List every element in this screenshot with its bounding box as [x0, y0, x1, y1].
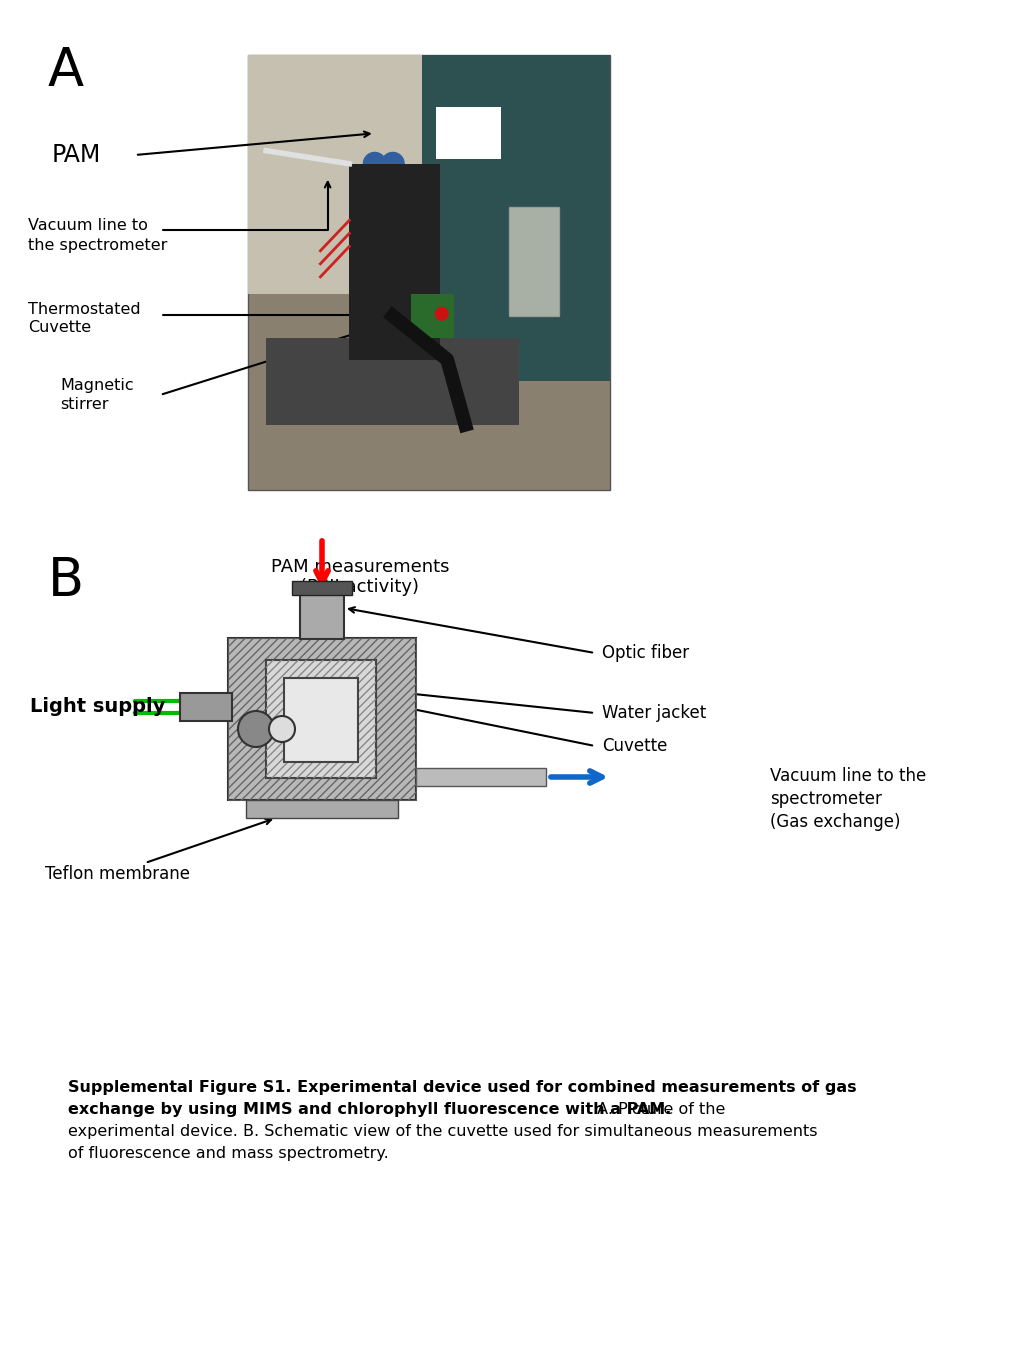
Bar — [283, 679, 358, 762]
Text: PAM: PAM — [52, 143, 101, 167]
Text: Supplemental Figure S1. Experimental device used for combined measurements of ga: Supplemental Figure S1. Experimental dev… — [68, 1080, 856, 1095]
Bar — [300, 593, 343, 639]
Bar — [228, 638, 416, 800]
Bar — [246, 800, 397, 817]
Text: Cuvette: Cuvette — [28, 320, 91, 335]
Bar — [266, 660, 376, 778]
Bar — [248, 54, 609, 490]
Text: A. Picture of the: A. Picture of the — [591, 1102, 725, 1117]
Text: Water jacket: Water jacket — [601, 704, 705, 722]
Text: B: B — [48, 555, 84, 607]
Text: PAM measurements: PAM measurements — [270, 558, 448, 577]
Bar — [266, 337, 519, 424]
Bar — [291, 581, 352, 596]
Text: exchange by using MIMS and chlorophyll fluorescence with a PAM.: exchange by using MIMS and chlorophyll f… — [68, 1102, 671, 1117]
Bar — [350, 163, 439, 359]
Text: of fluorescence and mass spectrometry.: of fluorescence and mass spectrometry. — [68, 1146, 388, 1161]
Text: Optic fiber: Optic fiber — [601, 645, 689, 662]
Bar — [228, 638, 416, 800]
Text: Vacuum line to: Vacuum line to — [28, 218, 148, 233]
Text: Teflon membrane: Teflon membrane — [45, 865, 190, 883]
Circle shape — [237, 711, 274, 747]
Text: (PSII activity): (PSII activity) — [301, 578, 419, 596]
Text: experimental device. B. Schematic view of the cuvette used for simultaneous meas: experimental device. B. Schematic view o… — [68, 1123, 816, 1140]
Circle shape — [269, 715, 294, 743]
Text: Thermostated: Thermostated — [28, 302, 141, 317]
Bar — [266, 660, 376, 778]
Bar — [508, 207, 558, 316]
Text: stirrer: stirrer — [60, 397, 108, 412]
Bar — [179, 694, 231, 721]
Text: Magnetic: Magnetic — [60, 378, 133, 393]
Text: (Gas exchange): (Gas exchange) — [769, 813, 900, 831]
Text: spectrometer: spectrometer — [769, 790, 881, 808]
Bar — [421, 54, 609, 381]
Circle shape — [434, 307, 448, 321]
Bar — [411, 294, 453, 337]
Text: Vacuum line to the: Vacuum line to the — [769, 767, 925, 785]
Bar — [416, 768, 545, 786]
Bar — [436, 107, 501, 159]
Circle shape — [363, 152, 386, 175]
Text: Light supply: Light supply — [30, 698, 165, 717]
Text: the spectrometer: the spectrometer — [28, 238, 167, 253]
Bar — [248, 54, 446, 294]
Text: A: A — [48, 45, 84, 97]
Text: Cuvette: Cuvette — [601, 737, 666, 755]
Circle shape — [380, 152, 405, 175]
